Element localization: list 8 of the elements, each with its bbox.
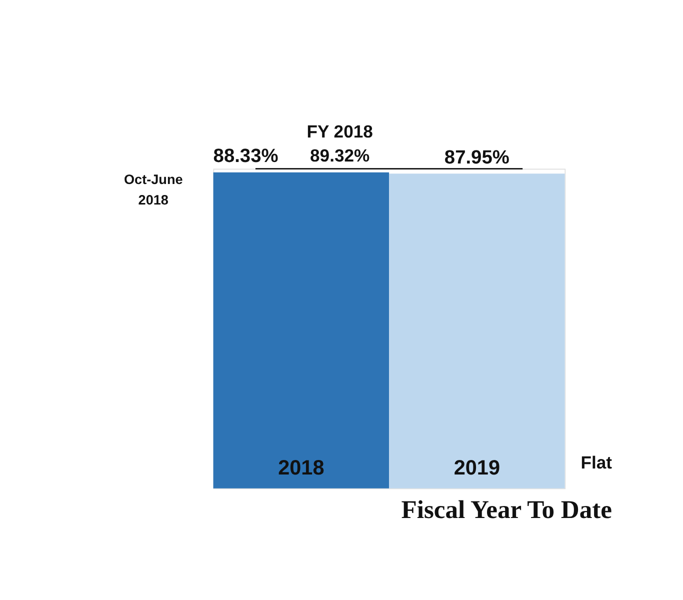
ref-line-label: FY 2018 89.32% [306, 122, 374, 166]
data-label: 87.95% [444, 147, 510, 168]
text: Flat [580, 452, 612, 472]
data-label: 88.33% [213, 146, 278, 167]
text: Fiscal Year To Date [401, 494, 612, 524]
text: Oct-June 2018 [124, 172, 184, 208]
x-tick-label: 2019 [454, 456, 500, 480]
x-tick-label: 2018 [278, 456, 324, 480]
